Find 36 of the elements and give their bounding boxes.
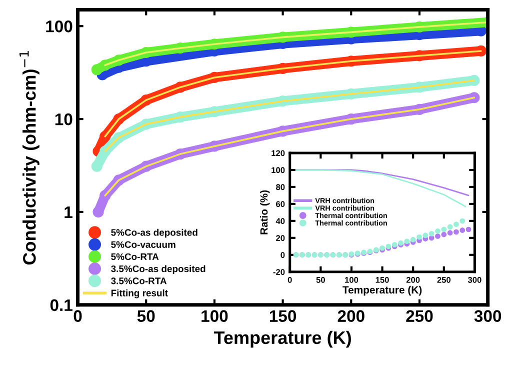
legend-label: 5%Co-vacuum [111,241,176,248]
x-tick-label: 300 [474,310,502,322]
y-tick-label: 120 [272,150,285,156]
x-tick-label: 50 [316,276,325,283]
x-tick-label: 100 [202,310,228,322]
x-tick-label: 150 [270,310,296,322]
y-axis-title: Ratio (%) [260,190,270,234]
legend-label: 3.5%Co-as deposited [111,265,206,274]
x-axis-title: Temperature (K) [214,330,351,348]
x-tick-label: 250 [406,310,433,322]
y-tick-label: 60 [276,201,285,208]
y-tick-label: 100 [46,20,72,32]
x-tick-label: 150 [376,276,389,283]
y-tick-label: 80 [276,184,285,190]
x-tick-label: 0 [74,310,82,322]
legend-label: 5%Co-RTA [111,253,159,260]
y-tick-label: 1 [64,206,72,218]
x-axis-title: Temperature (K) [342,286,422,296]
y-tick-label: -20 [273,269,285,275]
y-axis-title: Conductivity (ohm-cm)$^{−1}$ [20,51,40,265]
x-tick-label: 100 [345,276,358,283]
x-tick-label: 300 [468,276,482,283]
y-tick-label: 0.1 [50,299,72,312]
legend-label: Fitting result [111,289,168,298]
y-tick-label: 20 [276,235,285,242]
y-tick-label: 40 [276,218,285,224]
y-tick-label: 100 [272,167,285,174]
legend-label: 3.5%Co-RTA [111,278,167,284]
y-tick-label: 10 [55,113,72,126]
x-tick-label: 0 [288,276,292,283]
legend-label: 5%Co-as deposited [111,228,198,238]
x-tick-label: 250 [437,276,451,283]
y-tick-label: 0 [280,252,285,258]
x-tick-label: 200 [406,276,420,283]
x-tick-label: 50 [137,310,155,322]
x-tick-label: 200 [338,310,364,322]
